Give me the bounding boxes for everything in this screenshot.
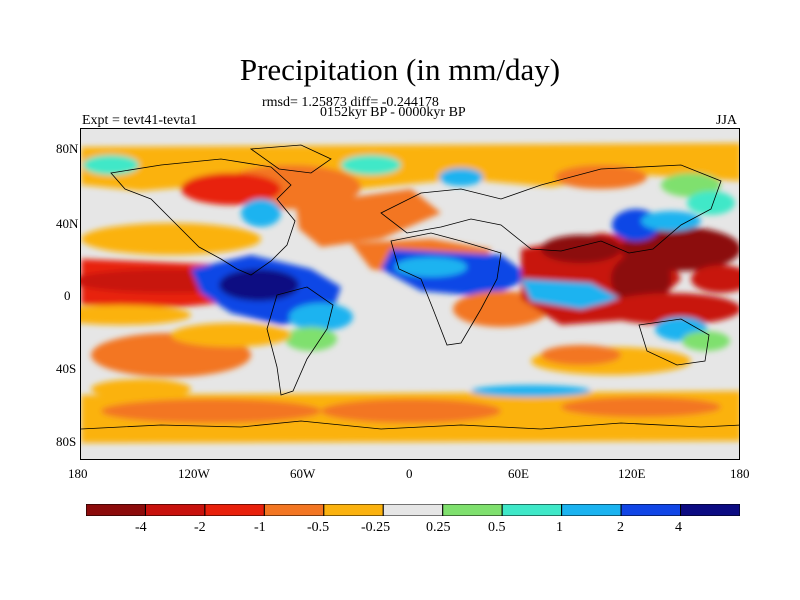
anomaly-region <box>241 199 281 227</box>
colorbar-swatch <box>85 503 146 517</box>
season-label: JJA <box>716 113 738 128</box>
y-tick-label: 40S <box>56 361 77 376</box>
anomaly-region <box>601 293 739 325</box>
anomaly-region <box>83 155 139 175</box>
anomaly-region <box>91 379 191 399</box>
map-svg <box>81 129 739 459</box>
anomaly-region <box>691 265 739 293</box>
colorbar-swatch <box>204 503 265 517</box>
coastlines <box>81 144 739 430</box>
colorbar-swatch <box>620 503 682 517</box>
x-tick-label: 60E <box>508 466 529 481</box>
anomaly-field <box>81 143 739 443</box>
x-tick-label: 0 <box>406 466 413 481</box>
colorbar-swatch <box>382 503 444 517</box>
africa-outline <box>390 232 502 346</box>
colorbar-label: -1 <box>254 520 266 535</box>
colorbar-label: -0.25 <box>361 520 391 535</box>
colorbar-swatch <box>561 503 622 517</box>
anomaly-region <box>521 279 621 309</box>
colorbar <box>85 503 741 517</box>
anomaly-region <box>395 257 467 277</box>
anomaly-region <box>289 303 353 331</box>
colorbar-label: 1 <box>556 520 563 535</box>
anomaly-region <box>439 168 483 186</box>
colorbar-swatch <box>680 503 741 517</box>
colorbar-label: -0.5 <box>307 520 330 535</box>
period-line: 0152kyr BP - 0000kyr BP <box>320 105 466 120</box>
x-tick-label: 60W <box>290 466 316 481</box>
x-tick-label: 120W <box>178 466 210 481</box>
precipitation-map <box>80 128 740 460</box>
australia-outline <box>638 318 710 366</box>
anomaly-region <box>555 165 647 189</box>
colorbar-label: -4 <box>135 520 147 535</box>
anomaly-region <box>541 235 621 263</box>
stats-line: rmsd= 1.25873 diff= -0.244178 <box>262 95 439 110</box>
y-tick-label: 0 <box>64 288 71 303</box>
colorbar-swatch <box>501 503 563 517</box>
anomaly-region <box>541 345 621 365</box>
anomaly-region <box>285 327 337 351</box>
colorbar-swatch <box>442 503 503 517</box>
colorbar-swatch <box>323 503 384 517</box>
anomaly-region <box>296 189 441 247</box>
colorbar-swatch <box>263 503 325 517</box>
anomaly-region <box>81 223 261 255</box>
anomaly-region <box>661 173 721 197</box>
antarctica-outline <box>81 420 739 430</box>
anomaly-region <box>471 385 591 397</box>
colorbar-label: -2 <box>194 520 206 535</box>
x-tick-label: 180 <box>68 466 88 481</box>
anomaly-region <box>621 227 739 271</box>
experiment-label: Expt = tevt41-tevta1 <box>82 113 198 128</box>
anomaly-region <box>682 331 730 351</box>
y-tick-label: 80N <box>56 141 79 156</box>
anomaly-region <box>171 323 291 347</box>
y-tick-label: 80S <box>56 434 77 449</box>
eurasia-outline <box>380 164 722 254</box>
anomaly-region <box>687 191 735 215</box>
colorbar-label: 2 <box>617 520 624 535</box>
colorbar-swatch <box>144 503 206 517</box>
anomaly-region <box>341 155 401 175</box>
x-tick-label: 120E <box>618 466 646 481</box>
anomaly-region <box>101 399 321 423</box>
greenland-outline <box>249 144 332 174</box>
colorbar-label: 0.25 <box>426 520 451 535</box>
anomaly-region <box>641 211 701 231</box>
colorbar-label: 4 <box>675 520 682 535</box>
colorbar-svg <box>85 503 741 517</box>
anomaly-region <box>81 305 191 325</box>
south-america-outline <box>266 286 334 396</box>
x-tick-label: 180 <box>730 466 750 481</box>
anomaly-region <box>361 331 461 359</box>
map-title: Precipitation (in mm/day) <box>239 52 561 87</box>
anomaly-region <box>561 397 721 417</box>
anomaly-region <box>181 173 281 205</box>
y-tick-label: 40N <box>56 216 79 231</box>
anomaly-region <box>321 399 501 423</box>
anomaly-region <box>219 269 299 301</box>
colorbar-label: 0.5 <box>488 520 506 535</box>
north-america-outline <box>110 158 296 276</box>
